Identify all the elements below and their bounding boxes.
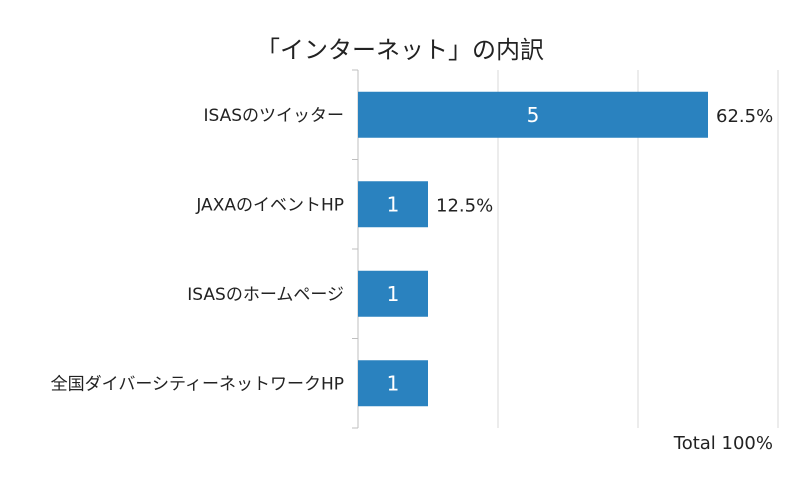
bar-value-label: 1 xyxy=(387,282,400,306)
total-label: Total 100% xyxy=(673,433,773,454)
bar-value-label: 1 xyxy=(387,371,400,395)
category-label: 全国ダイバーシティーネットワークHP xyxy=(51,374,344,394)
percent-label: 62.5% xyxy=(716,106,773,127)
bar xyxy=(358,91,708,138)
category-label: ISASのホームページ xyxy=(187,285,344,305)
category-axis xyxy=(352,69,359,429)
bar-value-label: 5 xyxy=(527,103,540,127)
percent-label: 12.5% xyxy=(436,195,493,216)
bar xyxy=(358,270,428,317)
bar-value-label: 1 xyxy=(387,192,400,216)
bar xyxy=(358,181,428,228)
chart-title: 「インターネット」の内訳 xyxy=(256,36,544,64)
bar xyxy=(358,360,428,407)
category-label: ISASのツイッター xyxy=(203,106,344,126)
category-label: JAXAのイベントHP xyxy=(195,195,344,215)
category-labels: ISASのツイッター JAXAのイベントHP ISASのホームページ全国ダイバーシテ… xyxy=(51,106,344,395)
bars-group: 5 62.5% 1 12.5% 1 1 xyxy=(358,91,773,407)
